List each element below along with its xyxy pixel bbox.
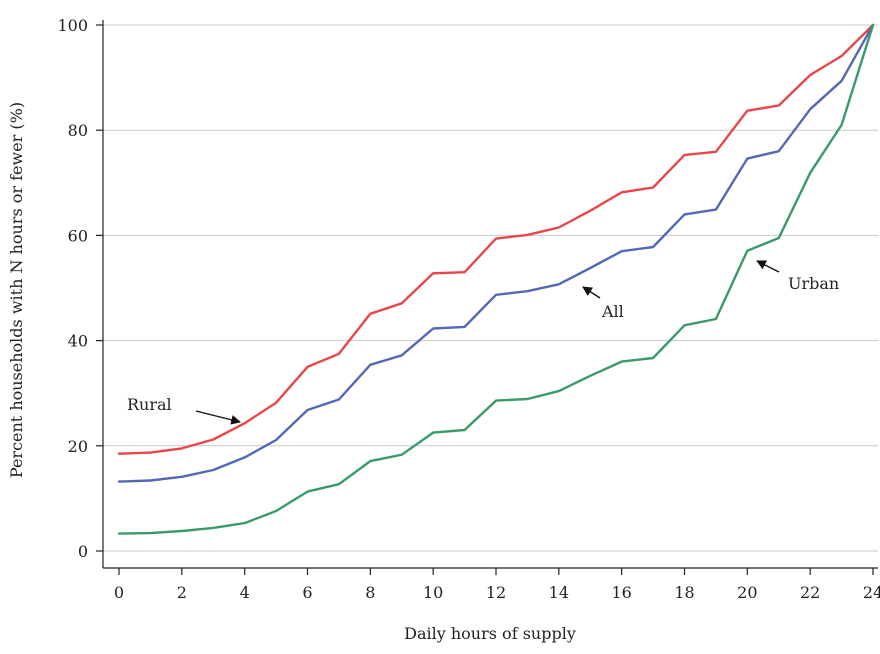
- annotation-rural-arrow: [195, 410, 241, 425]
- x-tick-label: 24: [863, 583, 880, 602]
- annotation-all-label: All: [601, 302, 624, 321]
- y-tick-label: 60: [68, 226, 88, 245]
- y-tick-label: 40: [68, 332, 88, 351]
- x-tick-label: 10: [423, 583, 443, 602]
- annotations: Rural All Urban: [127, 260, 839, 425]
- x-tick-label: 0: [114, 583, 124, 602]
- gridlines: [103, 24, 878, 552]
- y-tick-label: 20: [68, 437, 88, 456]
- y-tick-label: 0: [78, 542, 88, 561]
- annotation-all-arrow: [582, 286, 601, 299]
- x-tick-label: 18: [674, 583, 694, 602]
- x-tick-label: 4: [240, 583, 250, 602]
- x-tick-label: 16: [611, 583, 631, 602]
- y-axis-title: Percent households with N hours or fewer…: [7, 102, 26, 478]
- y-tick-label: 80: [68, 121, 88, 140]
- x-tick-label: 2: [177, 583, 187, 602]
- axes: [102, 20, 878, 569]
- x-tick-label: 22: [800, 583, 820, 602]
- series-lines: [117, 23, 875, 535]
- x-tick-label: 6: [302, 583, 312, 602]
- x-tick-label: 20: [737, 583, 757, 602]
- series-line-all: [117, 23, 875, 483]
- annotation-urban-label: Urban: [788, 274, 839, 293]
- series-line-urban: [117, 23, 875, 535]
- x-axis-title: Daily hours of supply: [404, 624, 576, 643]
- x-tick-label: 14: [549, 583, 569, 602]
- series-line-rural: [117, 23, 875, 455]
- annotation-urban-arrow: [756, 260, 780, 273]
- x-tick-label: 8: [365, 583, 375, 602]
- x-tick-label: 12: [486, 583, 506, 602]
- annotation-rural-label: Rural: [127, 395, 172, 414]
- y-tick-label: 100: [57, 16, 88, 35]
